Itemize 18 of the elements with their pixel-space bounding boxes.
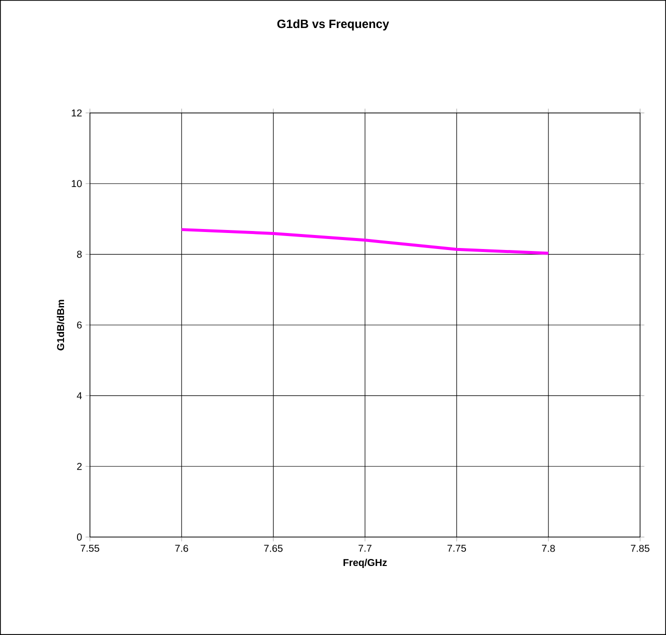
y-tick-label: 6 [77,321,82,329]
y-tick-label: 10 [72,180,82,188]
y-tick-label: 12 [72,109,82,116]
x-tick-label: 7.6 [175,544,188,552]
chart-title: G1dB vs Frequency [277,19,390,30]
line-series [180,228,550,255]
y-tick-label: 4 [76,392,82,400]
x-tick-label: 7.8 [542,544,555,552]
x-tick-label: 7.75 [448,544,466,552]
x-tick-label: 7.85 [630,544,650,552]
x-tick-label: 7.65 [264,544,283,552]
x-tick-label: 7.7 [358,544,372,552]
y-tick-label: 0 [77,534,82,541]
y-axis-title: G1dB/dBm [56,300,64,350]
x-tick-label: 7.55 [80,544,100,552]
y-tick-label: 2 [77,462,82,470]
x-axis-title: Freq/GHz [344,558,387,568]
y-tick-label: 8 [77,250,82,258]
